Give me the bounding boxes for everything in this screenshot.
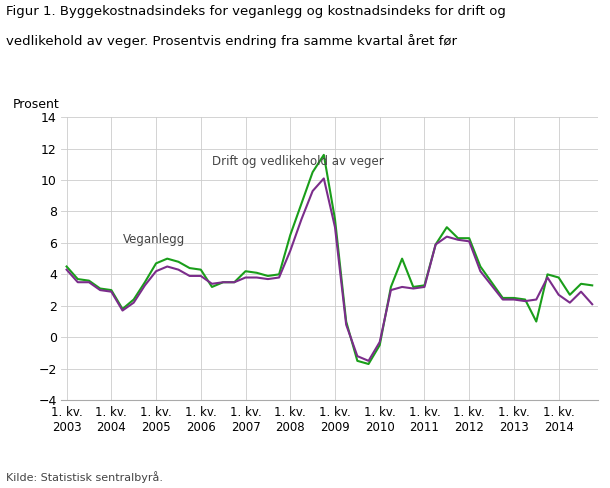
Text: Veganlegg: Veganlegg <box>123 233 185 246</box>
Text: Figur 1. Byggekostnadsindeks for veganlegg og kostnadsindeks for drift og: Figur 1. Byggekostnadsindeks for veganle… <box>6 5 506 18</box>
Text: Kilde: Statistisk sentralbyrå.: Kilde: Statistisk sentralbyrå. <box>6 471 163 483</box>
Text: Prosent: Prosent <box>13 99 59 111</box>
Text: vedlikehold av veger. Prosentvis endring fra samme kvartal året før: vedlikehold av veger. Prosentvis endring… <box>6 34 457 48</box>
Text: Drift og vedlikehold av veger: Drift og vedlikehold av veger <box>212 155 384 168</box>
